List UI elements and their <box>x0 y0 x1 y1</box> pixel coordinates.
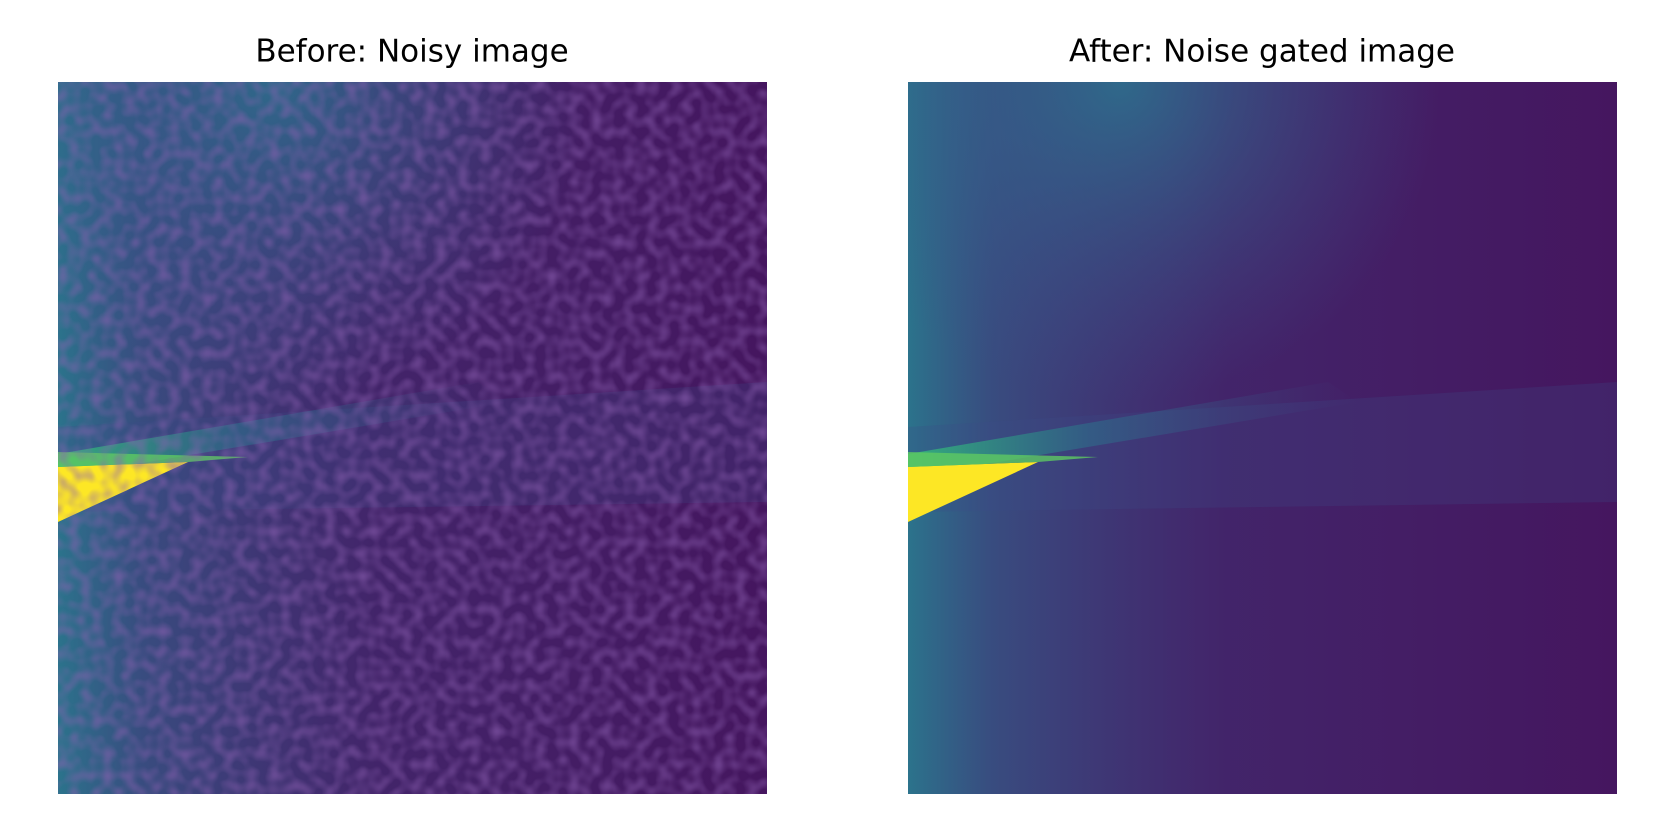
noisy-image <box>58 82 767 794</box>
panel-title: After: Noise gated image <box>1069 34 1455 70</box>
gated-image <box>908 82 1617 794</box>
panel-title: Before: Noisy image <box>255 34 568 70</box>
